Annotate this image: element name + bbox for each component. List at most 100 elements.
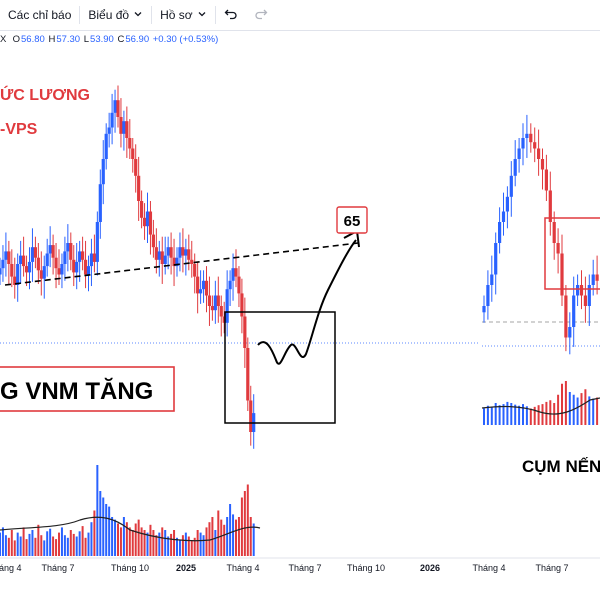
volume-bar (84, 537, 87, 556)
left-candle (166, 247, 170, 256)
volume-bar (40, 535, 43, 556)
left-candle (151, 234, 155, 248)
volume-bar (114, 519, 117, 556)
right-candle (501, 211, 506, 222)
x-tick-label: Tháng 4 (226, 563, 259, 573)
volume-bar (490, 407, 493, 425)
volume-bar (246, 484, 249, 556)
right-candle (505, 196, 509, 212)
left-candle (199, 289, 203, 294)
volume-bar (173, 530, 176, 556)
left-candle (92, 253, 96, 262)
left-candle (39, 270, 43, 279)
volume-bar (533, 406, 536, 425)
candles-right (482, 114, 599, 355)
undo-button[interactable] (216, 0, 246, 30)
left-candle (22, 255, 26, 267)
right-candle (509, 175, 513, 197)
volume-bar (220, 519, 223, 556)
target-label: 65 (344, 213, 361, 230)
high-label: H (48, 34, 56, 45)
volume-bar (34, 537, 37, 556)
close-label: C (117, 34, 125, 45)
left-candle (222, 316, 226, 323)
volume-bar (588, 396, 591, 425)
volume-bar (119, 527, 122, 556)
volume-bar (506, 401, 509, 425)
left-candle (101, 159, 105, 185)
volume-bar (184, 532, 187, 556)
chart-type-menu[interactable]: Biểu đồ (80, 0, 151, 30)
x-tick-label: Tháng 7 (535, 563, 568, 573)
indicators-menu[interactable]: Các chỉ báo (0, 0, 79, 30)
left-candle (16, 264, 20, 285)
volume-bar (161, 527, 164, 556)
volume-bar (105, 504, 108, 556)
volume-bar (78, 531, 81, 556)
volume-ma-right (481, 397, 600, 415)
x-tick-label: Tháng 4 (0, 563, 22, 573)
volume-bar (111, 517, 114, 556)
volume-bar (252, 523, 255, 556)
right-candle (521, 138, 525, 149)
volume-bar (16, 532, 19, 556)
left-candle (201, 280, 206, 290)
projection-arrow (257, 239, 357, 365)
low-label: L (83, 34, 90, 45)
redo-button[interactable] (246, 0, 276, 30)
volume-bar (249, 517, 252, 556)
volume-bar (494, 403, 497, 425)
volume-bar (46, 531, 49, 556)
volume-bar (49, 528, 52, 556)
volume-bar (229, 504, 232, 556)
right-candle (486, 285, 490, 306)
left-candle (83, 259, 88, 275)
volume-bar (167, 536, 170, 556)
volume-bar (72, 533, 75, 556)
left-candle (19, 255, 23, 264)
volume-bar (128, 527, 131, 556)
volume-bar (37, 524, 40, 556)
volume-bar (87, 532, 90, 556)
volume-bar (43, 540, 46, 556)
volume-bar (208, 522, 211, 556)
high-value: 57.30 (56, 34, 81, 45)
volume-bar (140, 527, 143, 556)
volume-bar (243, 491, 246, 556)
left-candle (181, 247, 185, 256)
volume-bar (137, 519, 140, 556)
headline-box (0, 366, 175, 412)
left-candle (1, 259, 5, 269)
volume-bar (164, 530, 167, 556)
volume-bar (7, 537, 10, 556)
left-candle (187, 249, 191, 260)
left-candle (66, 243, 70, 252)
left-candle (134, 159, 138, 176)
volume-bar (226, 517, 229, 556)
volume-bar (170, 533, 173, 556)
volume-bar (25, 539, 28, 556)
redo-icon (254, 7, 268, 24)
profile-menu[interactable]: Hồ sơ (152, 0, 215, 30)
profile-label: Hồ sơ (160, 8, 193, 22)
left-candle (196, 276, 200, 294)
x-tick-label: Tháng 7 (41, 563, 74, 573)
right-candle (576, 285, 580, 296)
symbol-tail: X (0, 34, 7, 45)
volume-bar (96, 465, 99, 556)
left-candle (116, 100, 120, 117)
left-candle (95, 222, 99, 262)
volume-bar (486, 405, 489, 425)
volume-bar (514, 404, 517, 425)
volume-bar (232, 514, 235, 556)
x-tick-label: Tháng 4 (472, 563, 505, 573)
left-candle (33, 247, 37, 258)
left-candle (122, 121, 126, 134)
right-candle (494, 243, 498, 275)
right-candle (525, 133, 529, 138)
volume-bar (193, 537, 196, 556)
volume-bar (211, 517, 214, 556)
left-candle (140, 201, 144, 218)
volume-bar (102, 497, 105, 556)
